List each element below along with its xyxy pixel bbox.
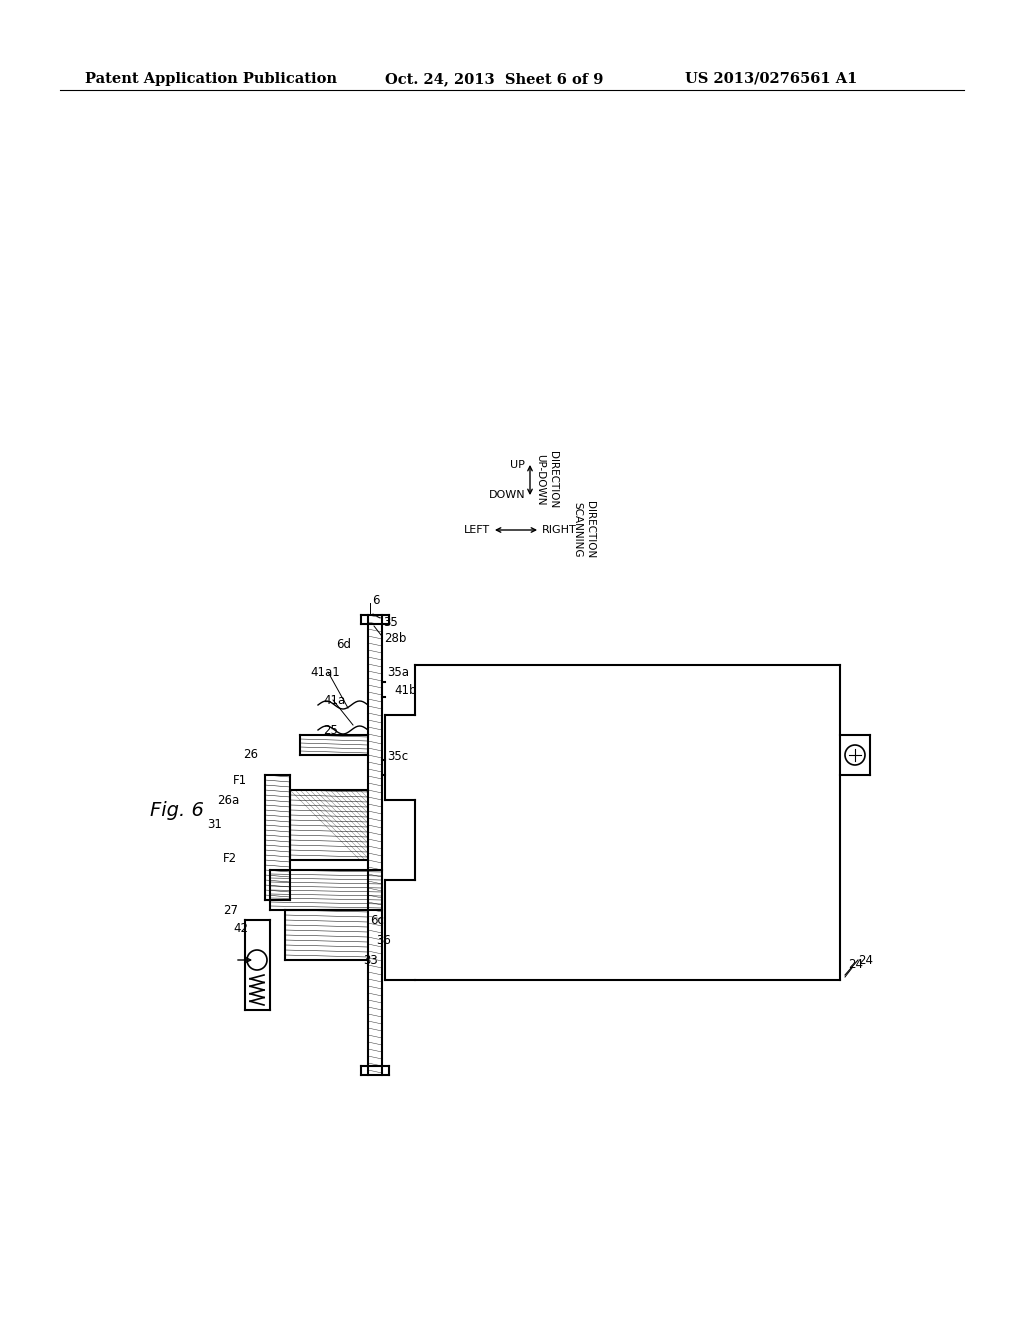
Text: 41a1: 41a1 <box>310 665 340 678</box>
Text: 24: 24 <box>848 958 863 972</box>
Text: DIRECTION: DIRECTION <box>548 451 558 508</box>
Text: 33: 33 <box>362 953 378 966</box>
Text: 35: 35 <box>383 615 397 628</box>
Text: 36: 36 <box>376 933 391 946</box>
Text: 6c: 6c <box>370 913 384 927</box>
Text: LEFT: LEFT <box>464 525 490 535</box>
Text: 26: 26 <box>243 748 258 762</box>
Text: Fig. 6: Fig. 6 <box>150 800 204 820</box>
Text: F1: F1 <box>233 774 247 787</box>
Text: 41a: 41a <box>323 693 345 706</box>
Text: 6d: 6d <box>336 639 351 652</box>
Text: 35a: 35a <box>387 667 409 680</box>
Text: 6: 6 <box>372 594 380 606</box>
Text: 24: 24 <box>858 953 873 966</box>
Text: 35c: 35c <box>387 751 409 763</box>
Text: 26a: 26a <box>217 793 240 807</box>
Text: DOWN: DOWN <box>488 490 525 500</box>
Text: US 2013/0276561 A1: US 2013/0276561 A1 <box>685 73 857 86</box>
Text: DIRECTION: DIRECTION <box>585 502 595 558</box>
Text: Oct. 24, 2013  Sheet 6 of 9: Oct. 24, 2013 Sheet 6 of 9 <box>385 73 603 86</box>
Text: RIGHT: RIGHT <box>542 525 577 535</box>
Text: 25: 25 <box>323 723 338 737</box>
Text: 41b: 41b <box>394 684 417 697</box>
Text: Patent Application Publication: Patent Application Publication <box>85 73 337 86</box>
Text: UP-DOWN: UP-DOWN <box>535 454 545 506</box>
Text: 27: 27 <box>223 903 238 916</box>
Text: 42: 42 <box>233 921 248 935</box>
Text: SCANNING: SCANNING <box>572 502 582 558</box>
Text: UP: UP <box>510 459 525 470</box>
Text: F2: F2 <box>223 851 238 865</box>
Text: 28b: 28b <box>384 631 407 644</box>
Text: 31: 31 <box>207 818 222 832</box>
